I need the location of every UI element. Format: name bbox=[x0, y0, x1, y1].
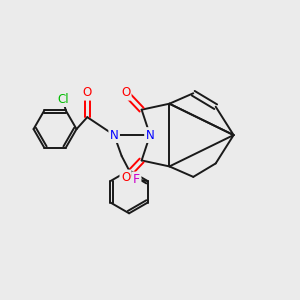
Text: O: O bbox=[83, 86, 92, 99]
Text: O: O bbox=[121, 171, 130, 184]
Text: F: F bbox=[133, 173, 140, 186]
Text: O: O bbox=[121, 86, 130, 99]
Text: N: N bbox=[146, 129, 154, 142]
Text: N: N bbox=[110, 129, 118, 142]
Text: Cl: Cl bbox=[57, 93, 69, 106]
